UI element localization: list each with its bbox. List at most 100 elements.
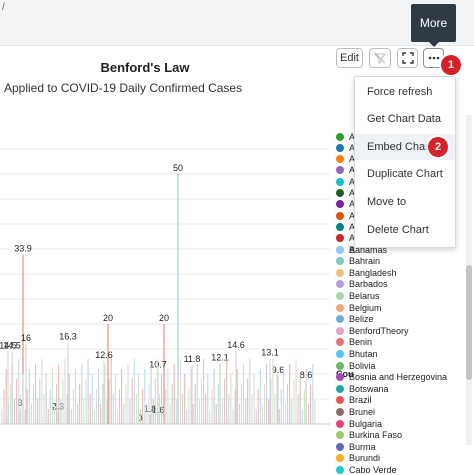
data-label: 9.6 bbox=[272, 365, 285, 375]
more-dots-icon bbox=[428, 56, 439, 60]
legend-item[interactable]: Brunei bbox=[336, 406, 375, 417]
legend-swatch bbox=[336, 407, 344, 416]
menu-item-get-chart-data[interactable]: Get Chart Data bbox=[367, 113, 441, 125]
legend-swatch bbox=[336, 419, 344, 428]
legend-item[interactable]: Bosnia and Herzegovina bbox=[336, 372, 447, 383]
step-badge-1: 1 bbox=[441, 55, 461, 75]
legend-swatch bbox=[336, 303, 344, 312]
legend-label: A bbox=[349, 188, 356, 198]
legend-item[interactable]: A bbox=[336, 188, 355, 199]
legend-item[interactable]: Benin bbox=[336, 337, 372, 348]
legend-label: Brazil bbox=[349, 395, 372, 406]
legend-swatch bbox=[336, 396, 344, 405]
data-label: 50 bbox=[173, 163, 183, 173]
data-label: 0 bbox=[137, 413, 142, 423]
legend-swatch bbox=[336, 431, 344, 440]
legend-label: A bbox=[349, 244, 356, 255]
legend-swatch bbox=[336, 166, 344, 175]
legend-label: Belarus bbox=[349, 290, 380, 301]
legend-item[interactable]: Cabo Verde bbox=[336, 464, 397, 475]
chart-title: Benford's Law bbox=[100, 60, 190, 75]
legend-item[interactable]: Bahamas bbox=[336, 244, 387, 255]
legend-swatch bbox=[336, 222, 344, 231]
menu-item-force-refresh[interactable]: Force refresh bbox=[367, 86, 433, 98]
filter-off-icon bbox=[374, 52, 386, 64]
legend-label: BenfordTheory bbox=[349, 325, 409, 336]
legend-swatch bbox=[336, 338, 344, 347]
filter-off-button[interactable] bbox=[369, 48, 391, 68]
menu-item-move-to[interactable]: Move to bbox=[367, 196, 407, 208]
data-label: 11.8 bbox=[184, 354, 201, 364]
legend-item[interactable]: A bbox=[336, 165, 355, 176]
legend-label: Benin bbox=[349, 337, 373, 348]
legend-label: Bahamas bbox=[349, 244, 388, 255]
legend-item[interactable]: A bbox=[336, 142, 355, 153]
data-label: 13.1 bbox=[261, 348, 279, 358]
more-dropdown-menu: Force refresh Get Chart Data Embed Chart… bbox=[354, 76, 456, 248]
legend-swatch bbox=[336, 155, 344, 164]
legend-swatch bbox=[336, 268, 344, 277]
step-badge-2: 2 bbox=[428, 137, 448, 157]
legend-item[interactable]: Belgium bbox=[336, 302, 382, 313]
legend-item[interactable]: Bahrain bbox=[336, 256, 380, 267]
legend-label: A bbox=[349, 142, 356, 153]
edit-button[interactable]: Edit bbox=[336, 48, 363, 68]
legend-swatch bbox=[336, 245, 344, 254]
legend-item[interactable]: Bulgaria bbox=[336, 418, 382, 429]
legend-swatch bbox=[336, 291, 344, 300]
legend-label: A bbox=[349, 165, 356, 176]
legend-item[interactable]: Belarus bbox=[336, 290, 380, 301]
legend-item[interactable]: Bangladesh bbox=[336, 267, 397, 278]
legend-item[interactable]: Brazil bbox=[336, 395, 372, 406]
legend-item[interactable]: A bbox=[336, 210, 355, 221]
legend-label: Belize bbox=[349, 314, 374, 325]
data-label: 14.5 bbox=[0, 341, 17, 351]
legend-label: Burundi bbox=[349, 453, 381, 464]
more-tooltip: More bbox=[411, 4, 456, 47]
legend-item[interactable]: A bbox=[336, 131, 355, 142]
legend-label: Bahrain bbox=[349, 256, 381, 267]
legend-label: Brunei bbox=[349, 406, 376, 417]
legend-label: Belgium bbox=[349, 302, 382, 313]
legend-label: A bbox=[349, 176, 356, 187]
legend-swatch bbox=[336, 257, 344, 266]
legend-item[interactable]: Botswana bbox=[336, 383, 389, 394]
legend-item[interactable]: Burkina Faso bbox=[336, 430, 402, 441]
legend-swatch bbox=[336, 442, 344, 451]
data-label: 20 bbox=[159, 313, 169, 323]
fullscreen-button[interactable] bbox=[397, 48, 418, 68]
legend-swatch bbox=[336, 361, 344, 370]
legend-item[interactable]: Barbados bbox=[336, 279, 388, 290]
legend-label: Botswana bbox=[349, 383, 389, 394]
legend-label: Burma bbox=[349, 441, 376, 452]
legend-item[interactable]: A bbox=[336, 233, 355, 244]
legend-item[interactable]: A bbox=[336, 199, 355, 210]
legend-swatch bbox=[336, 373, 344, 382]
legend-swatch bbox=[336, 384, 344, 393]
legend-label: Bhutan bbox=[349, 348, 378, 359]
legend-item[interactable]: Burma bbox=[336, 441, 376, 452]
legend-item[interactable]: Bhutan bbox=[336, 348, 378, 359]
legend-label: Bulgaria bbox=[349, 418, 383, 429]
legend-item[interactable]: A bbox=[336, 176, 355, 187]
legend-item[interactable]: Burundi bbox=[336, 453, 380, 464]
legend-item[interactable]: BenfordTheory bbox=[336, 325, 409, 336]
legend-label: A bbox=[349, 131, 356, 142]
legend-swatch bbox=[336, 454, 344, 463]
legend-swatch bbox=[336, 211, 344, 220]
legend-label: Bosnia and Herzegovina bbox=[349, 372, 448, 383]
legend-label: A bbox=[349, 210, 356, 221]
menu-item-duplicate-chart[interactable]: Duplicate Chart bbox=[367, 168, 443, 180]
legend-item[interactable]: A bbox=[336, 154, 355, 165]
data-label: 3 bbox=[17, 398, 22, 408]
legend-item[interactable]: A bbox=[336, 221, 355, 232]
data-label: 14.6 bbox=[227, 340, 245, 350]
legend-swatch bbox=[336, 349, 344, 358]
menu-item-delete-chart[interactable]: Delete Chart bbox=[367, 224, 429, 236]
legend-label: Cabo Verde bbox=[349, 464, 397, 475]
legend-swatch bbox=[336, 315, 344, 324]
legend-item[interactable]: Belize bbox=[336, 314, 374, 325]
legend-item[interactable]: Bolivia bbox=[336, 360, 376, 371]
scroll-thumb[interactable] bbox=[466, 265, 472, 380]
